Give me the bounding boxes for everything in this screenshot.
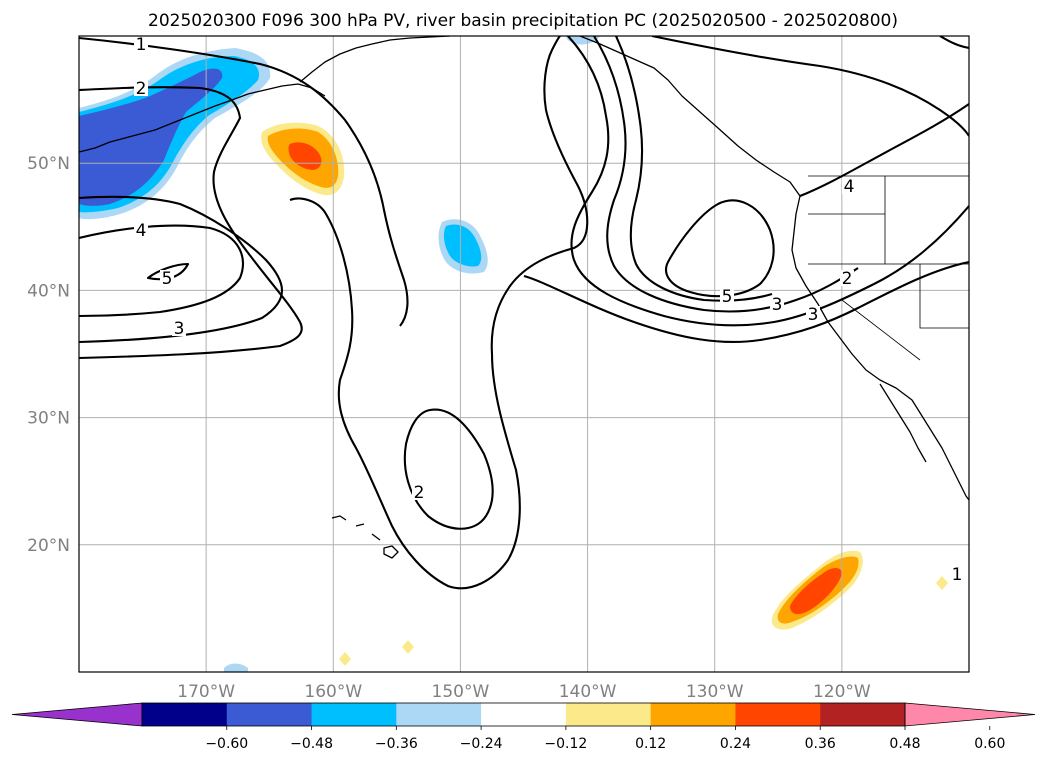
- map-frame: [78, 35, 970, 673]
- colorbar-extend-low: [11, 702, 143, 727]
- lon-tick-label: 140°W: [559, 682, 617, 702]
- colorbar-segment: [735, 703, 821, 726]
- contour-label: 2: [136, 79, 147, 99]
- coast-north-america: [579, 36, 969, 501]
- contour-label: 3: [772, 295, 783, 315]
- colorbar-tick-label: 0.24: [720, 736, 751, 752]
- contour-label: 4: [844, 177, 855, 197]
- positive-anomaly-dot-1: [339, 652, 351, 666]
- border-states: [808, 176, 969, 361]
- pv-contour-labels: 1 2 3 4 5 4 3 2 5 3 1 2: [134, 35, 964, 585]
- colorbar-segment: [650, 703, 736, 726]
- colorbar-tick-label: 0.12: [635, 736, 666, 752]
- longitude-labels: 170°W 160°W 150°W 140°W 130°W 120°W: [177, 682, 871, 702]
- pv-contour-ridge-3: [593, 36, 859, 313]
- lon-tick-label: 150°W: [432, 682, 490, 702]
- colorbar-segment: [396, 703, 482, 726]
- colorbar-outline: [141, 702, 906, 727]
- contour-label: 5: [722, 287, 733, 307]
- coast-aleutians: [79, 83, 326, 153]
- pv-contours: [79, 36, 969, 590]
- pv-contour-2-south-loop: [403, 408, 494, 530]
- negative-anomaly-light-sw: [224, 663, 248, 672]
- pc-shading: [79, 36, 948, 672]
- lat-tick-label: 50°N: [27, 154, 70, 174]
- colorbar-tick-label: −0.48: [290, 736, 333, 752]
- coast-alaska: [299, 36, 451, 83]
- colorbar-tick-label: 0.36: [805, 736, 836, 752]
- colorbar-tick-label: 0.48: [889, 736, 920, 752]
- lon-tick-label: 130°W: [686, 682, 744, 702]
- pv-contour-ridge-1: [523, 260, 969, 344]
- pv-contour-4-west: [79, 224, 244, 318]
- lat-tick-label: 40°N: [27, 281, 70, 301]
- pv-contour-ridge-2: [567, 36, 969, 327]
- latitude-labels: 50°N 40°N 30°N 20°N: [27, 154, 70, 556]
- lon-tick-label: 120°W: [813, 682, 871, 702]
- pv-contour-1-west: [79, 36, 409, 327]
- contour-label: 2: [842, 269, 853, 289]
- map-area: 1 2 3 4 5 4 3 2 5 3 1 2: [79, 35, 969, 672]
- lat-tick-label: 20°N: [27, 536, 70, 556]
- contour-label: 1: [136, 35, 147, 55]
- positive-anomaly-dot-3: [936, 576, 948, 590]
- figure-title: 2025020300 F096 300 hPa PV, river basin …: [148, 11, 898, 31]
- pv-contour-4-east: [799, 103, 969, 197]
- contour-label: 3: [174, 319, 185, 339]
- pv-contour-1-north: [651, 36, 969, 137]
- colorbar-tick-label: −0.60: [205, 736, 248, 752]
- coastlines: [79, 36, 969, 559]
- colorbar-segment: [820, 703, 906, 726]
- political-borders: [808, 175, 969, 361]
- pv-contour-ridge-4: [615, 36, 773, 302]
- colorbar-segment: [311, 703, 397, 726]
- coast-hawaii: [331, 515, 399, 559]
- lat-tick-label: 30°N: [27, 409, 70, 429]
- contour-label: 2: [414, 483, 425, 503]
- lon-tick-label: 160°W: [304, 682, 362, 702]
- colorbar-tick-label: −0.12: [544, 736, 587, 752]
- colorbar-segment: [481, 703, 567, 726]
- colorbar-segment: [226, 703, 313, 726]
- colorbar-extend-high: [904, 702, 1036, 727]
- negative-anomaly-medium-mid: [443, 224, 482, 267]
- contour-label: 4: [136, 221, 147, 241]
- contour-label: 1: [952, 565, 963, 585]
- colorbar-segment: [142, 703, 228, 726]
- pv-contour-1-trough: [289, 36, 589, 590]
- pv-contour-1-far-east: [939, 36, 969, 50]
- positive-anomaly-strong-se: [790, 568, 842, 615]
- contour-label: 5: [162, 269, 173, 289]
- colorbar-segment: [565, 703, 652, 726]
- pv-contour-3-west: [79, 195, 284, 344]
- positive-anomaly-dot-2: [402, 640, 414, 654]
- lon-tick-label: 170°W: [177, 682, 235, 702]
- colorbar: −0.60 −0.48 −0.36 −0.24 −0.12 0.12 0.24 0.36 0.4…: [11, 702, 1036, 752]
- negative-anomaly-strong-nw: [79, 68, 223, 206]
- colorbar-tick-label: −0.36: [375, 736, 418, 752]
- coast-baja: [879, 383, 927, 463]
- colorbar-tick-label: −0.24: [460, 736, 503, 752]
- colorbar-tick-label: 0.60: [974, 736, 1005, 752]
- contour-label: 3: [808, 305, 819, 325]
